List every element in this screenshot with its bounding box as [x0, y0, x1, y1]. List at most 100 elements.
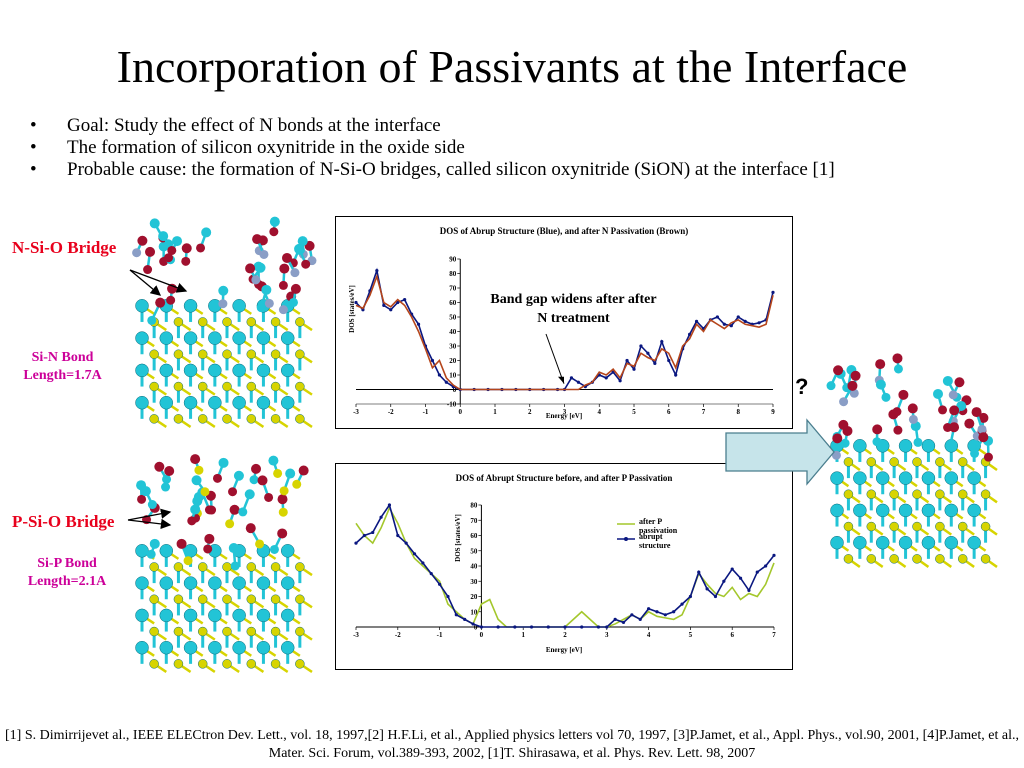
atom — [948, 390, 958, 400]
atom — [256, 395, 271, 410]
atom — [957, 554, 968, 564]
atom — [203, 544, 213, 554]
atom — [295, 626, 305, 637]
atom — [270, 349, 281, 359]
data-point — [569, 376, 574, 380]
data-point — [354, 541, 358, 545]
atom — [166, 295, 176, 305]
annotation-arrow — [545, 333, 565, 384]
data-point — [471, 622, 475, 626]
atom — [913, 437, 923, 447]
data-point — [375, 269, 379, 273]
atom — [197, 381, 208, 392]
atom — [288, 297, 298, 307]
atom — [196, 243, 206, 253]
atom — [147, 315, 157, 325]
data-point — [680, 602, 684, 606]
atom — [832, 433, 843, 444]
data-point — [672, 610, 676, 614]
atom — [889, 554, 899, 564]
atom — [183, 608, 198, 623]
atom — [246, 381, 257, 392]
annotation-line1: Band gap widens after after — [490, 292, 657, 307]
data-point — [663, 613, 667, 617]
atom — [295, 349, 305, 359]
atom — [967, 503, 981, 518]
x-tick-label: 8 — [737, 408, 741, 416]
data-point — [630, 613, 634, 617]
atom — [183, 331, 198, 345]
atom — [222, 349, 232, 359]
atom — [295, 317, 305, 327]
data-point — [713, 594, 718, 599]
atom — [218, 299, 228, 309]
atom — [270, 594, 281, 604]
atom — [173, 626, 184, 637]
atom — [850, 370, 861, 381]
atoms — [132, 216, 317, 428]
series-line — [355, 506, 775, 628]
atom — [245, 263, 256, 274]
data-point — [743, 319, 747, 323]
nsio-pointer-arrows — [129, 269, 188, 296]
atom — [839, 397, 849, 407]
atom — [935, 521, 945, 532]
atom — [143, 265, 153, 275]
x-tick-label: 7 — [702, 408, 706, 416]
data-point — [479, 625, 483, 629]
atom — [208, 363, 222, 378]
atom — [290, 268, 300, 278]
data-point — [387, 503, 392, 507]
atom — [978, 432, 989, 443]
atom — [978, 412, 989, 423]
data-point — [396, 533, 400, 538]
x-tick-label: 6 — [667, 408, 671, 416]
atom — [252, 234, 263, 245]
atom — [285, 468, 296, 479]
atom — [161, 482, 171, 492]
data-point — [379, 515, 383, 519]
data-point — [438, 582, 442, 586]
atom — [176, 538, 187, 549]
data-point — [632, 367, 636, 371]
atom — [253, 261, 264, 272]
atom — [246, 349, 257, 359]
data-point — [444, 380, 448, 384]
atom — [135, 544, 149, 558]
atom — [256, 608, 271, 623]
atom — [232, 395, 246, 410]
atom — [912, 554, 922, 564]
data-point — [412, 552, 417, 556]
atom — [232, 299, 246, 313]
atom — [218, 285, 229, 296]
data-point — [747, 588, 751, 592]
y-tick-label: 80 — [470, 502, 478, 510]
atom — [208, 640, 222, 655]
chart2-xlabel: Energy [eV] — [545, 646, 583, 654]
atom — [277, 494, 288, 505]
atom — [222, 626, 232, 637]
atom — [269, 544, 279, 554]
atom — [255, 539, 265, 549]
atom — [875, 471, 890, 485]
atom — [229, 504, 240, 515]
atom — [204, 533, 215, 544]
atom — [866, 521, 877, 532]
x-tick-label: -1 — [423, 408, 429, 416]
atom — [980, 554, 991, 564]
data-point — [421, 561, 425, 565]
atom — [232, 640, 246, 655]
atom — [246, 659, 257, 669]
atom — [279, 486, 289, 496]
data-point — [446, 594, 450, 599]
atom — [249, 475, 259, 485]
atom — [173, 414, 184, 424]
x-tick-label: 2 — [528, 408, 532, 416]
data-point — [621, 620, 626, 625]
atom — [204, 505, 214, 515]
atom — [278, 280, 288, 290]
atom — [197, 317, 208, 327]
data-point — [655, 610, 659, 614]
atom — [183, 556, 193, 566]
atom — [889, 521, 899, 532]
